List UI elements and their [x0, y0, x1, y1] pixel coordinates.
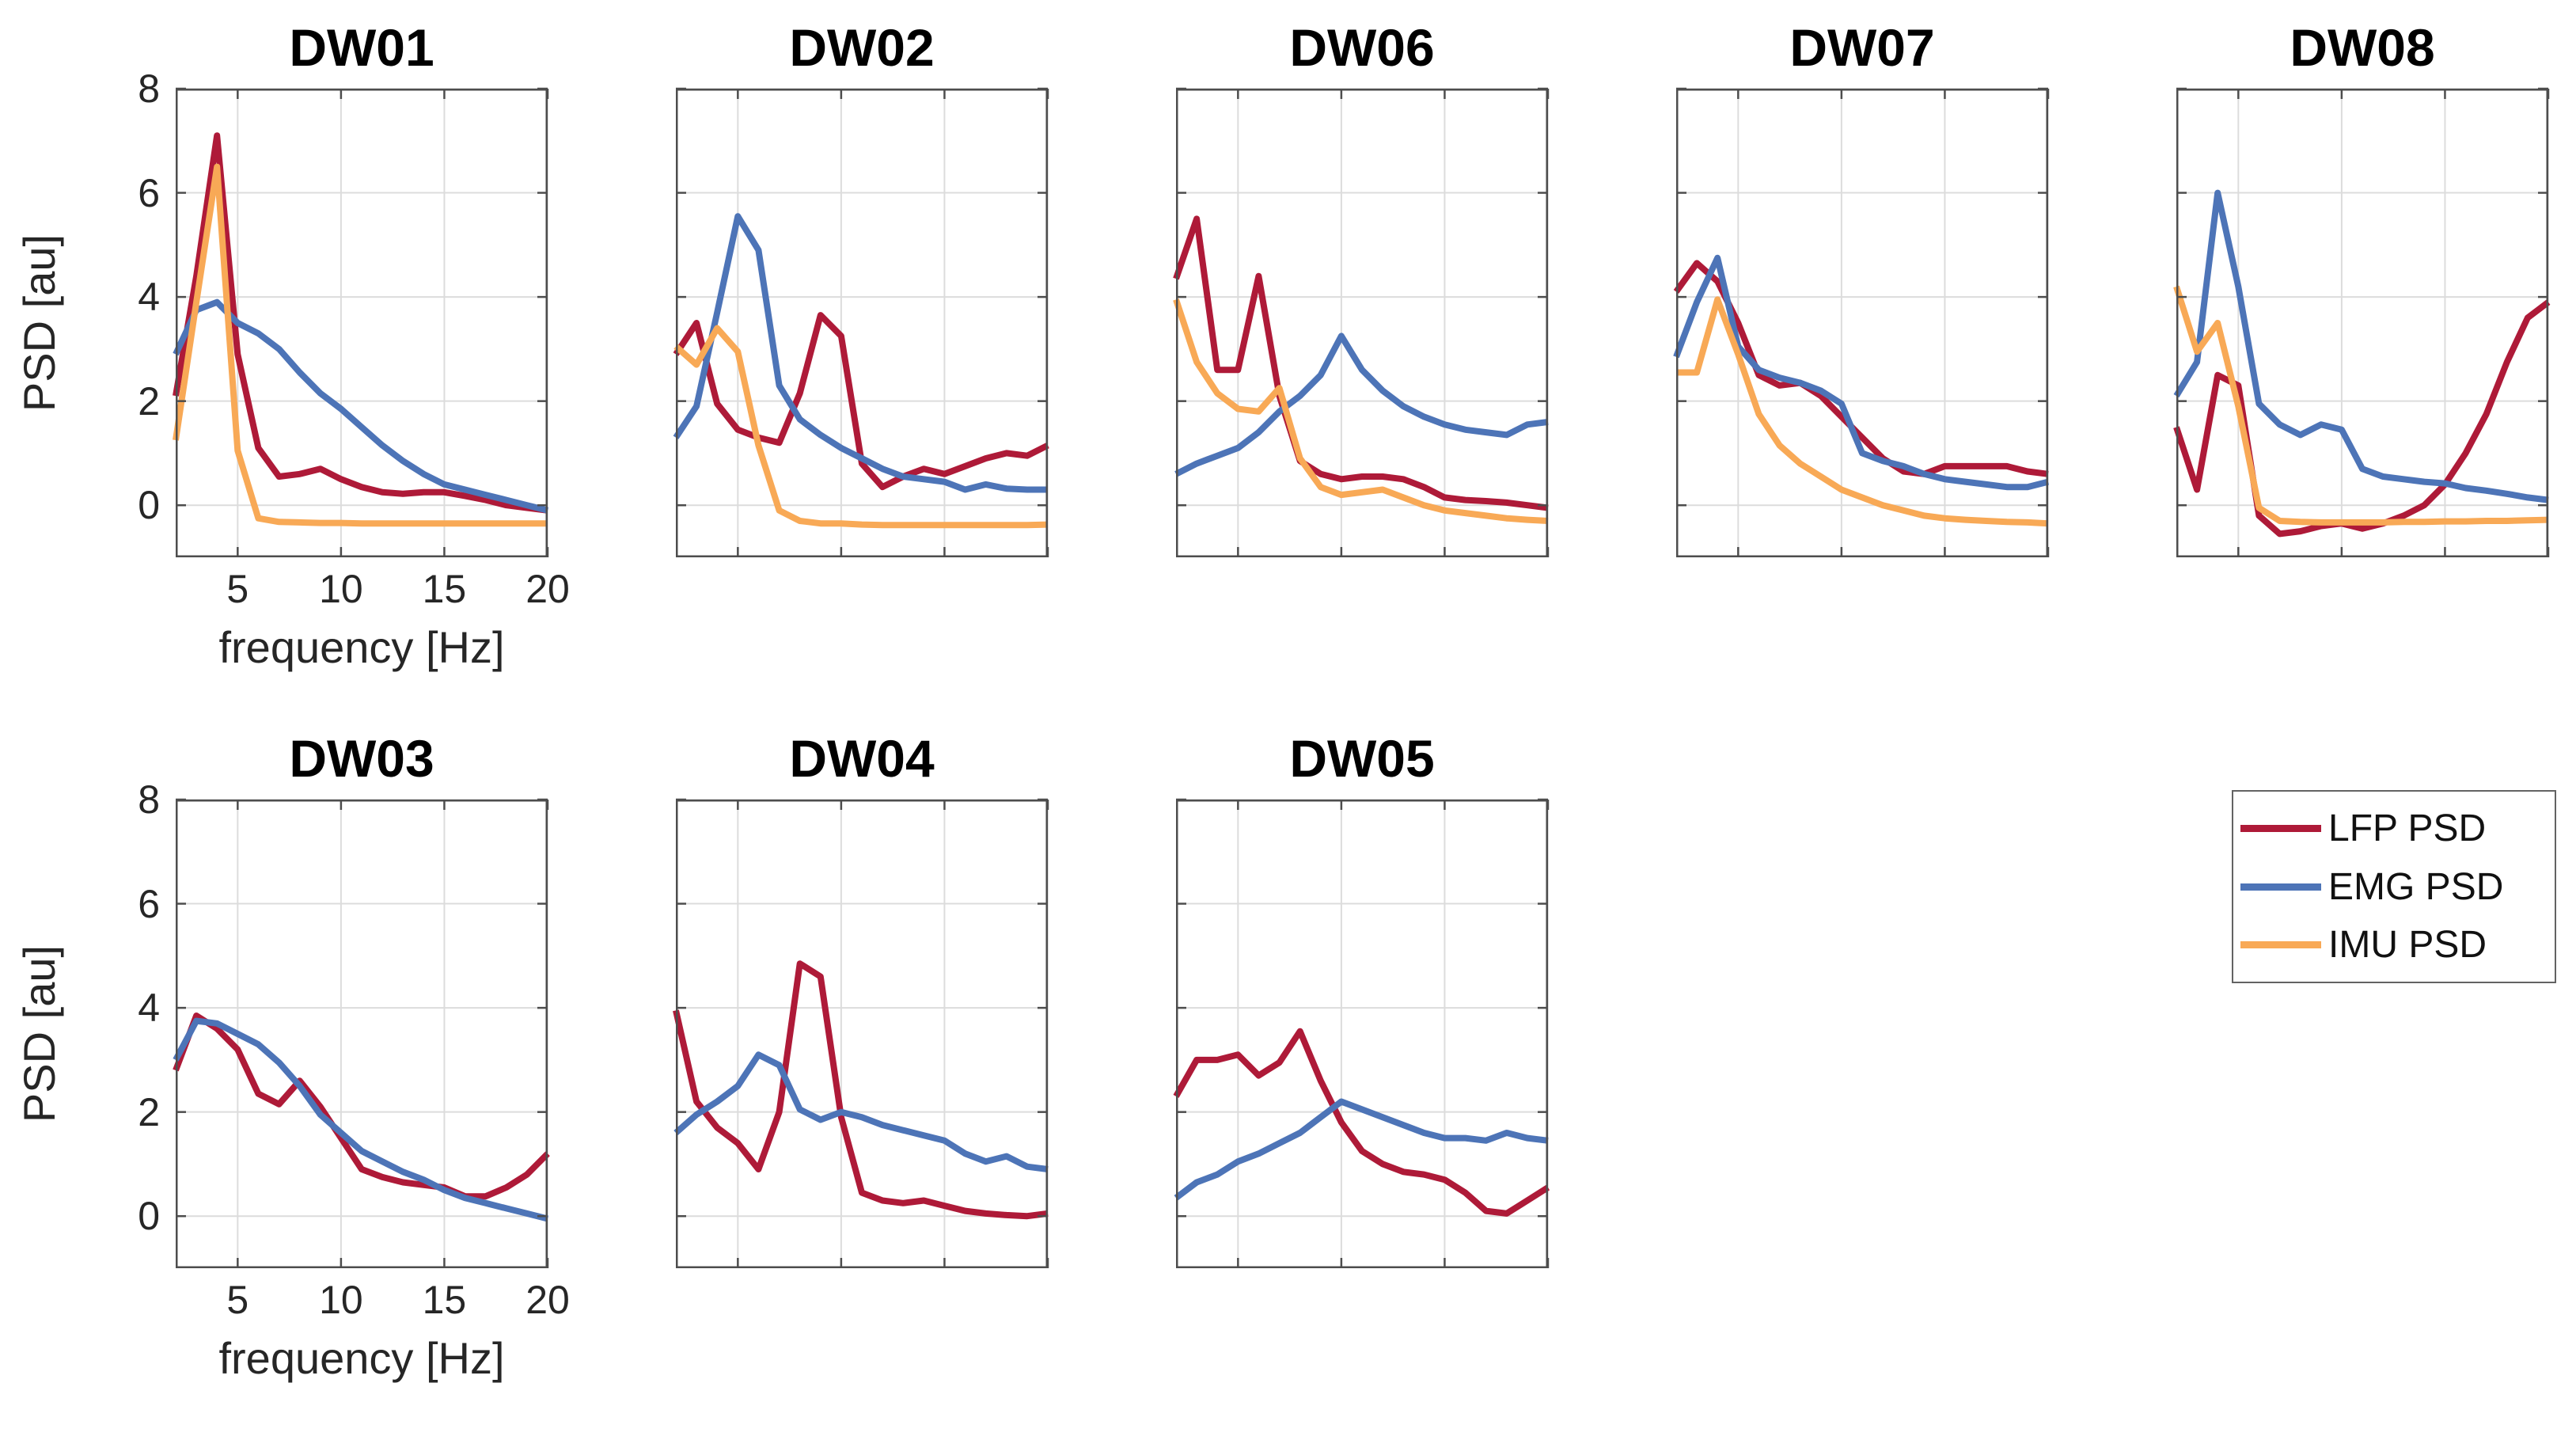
y-tick-label: 4 — [138, 275, 160, 320]
panel-title: DW08 — [2290, 18, 2435, 77]
x-tick-label: 10 — [319, 1278, 363, 1322]
x-tick-label: 5 — [226, 1278, 249, 1322]
legend-label-lfp: LFP PSD — [2328, 807, 2487, 849]
panel-title: DW06 — [1289, 18, 1435, 77]
panel-dw05: DW05 — [1173, 729, 1550, 1268]
y-tick-label: 6 — [138, 170, 160, 215]
plot-area-dw08 — [2173, 87, 2551, 557]
lfp-psd-line — [2173, 299, 2551, 538]
axis-box — [676, 800, 1048, 1268]
y-tick-label: 0 — [138, 1194, 160, 1239]
axis-box — [176, 89, 548, 557]
panel-dw04: DW04 — [673, 729, 1049, 1268]
plot-area-dw06 — [1173, 87, 1550, 557]
panel-dw08: DW08 — [2173, 18, 2551, 557]
x-axis-label: frequency [Hz] — [218, 1333, 505, 1383]
y-tick-label: 0 — [138, 483, 160, 528]
panel-dw03: DW03 0 2 4 6 8 5 10 15 20 frequency [Hz] PSD [au] — [14, 729, 570, 1382]
plot-area-dw04 — [673, 798, 1049, 1268]
axis-box — [1676, 89, 2048, 557]
plot-area-dw03 — [173, 798, 550, 1268]
y-tick-label: 2 — [138, 378, 160, 424]
lfp-psd-line — [673, 312, 1049, 491]
x-tick-label: 20 — [525, 1278, 570, 1322]
panel-dw01: DW01 0 2 4 6 8 5 10 15 20 frequency [Hz] PSD [au] — [14, 18, 570, 671]
emg-psd-line — [2173, 189, 2549, 503]
panel-title: DW03 — [289, 729, 434, 788]
panel-dw07: DW07 — [1673, 18, 2050, 557]
y-tick-label: 8 — [138, 66, 160, 111]
panel-title: DW05 — [1289, 729, 1435, 788]
axis-box — [176, 800, 548, 1268]
emg-psd-line — [673, 213, 1048, 493]
axis-box — [676, 89, 1048, 557]
legend-item-imu: IMU PSD — [2233, 923, 2555, 967]
x-tick-label: 20 — [525, 567, 570, 611]
legend-box: LFP PSD EMG PSD IMU PSD — [2232, 790, 2556, 983]
panel-title: DW02 — [789, 18, 935, 77]
plot-area-dw01 — [173, 87, 549, 557]
axis-box — [2176, 89, 2548, 557]
imu-psd-line — [2173, 285, 2549, 526]
imu-psd-line — [673, 325, 1049, 529]
lfp-psd-line — [1173, 1028, 1550, 1217]
lfp-psd-line — [1673, 260, 2049, 477]
legend-label-imu: IMU PSD — [2328, 924, 2487, 967]
emg-psd-line — [1174, 332, 1549, 477]
y-tick-label: 6 — [138, 881, 160, 926]
lfp-psd-line — [173, 132, 548, 514]
panel-dw02: DW02 — [673, 18, 1049, 557]
legend-item-lfp: LFP PSD — [2233, 807, 2555, 850]
lfp-psd-line — [1173, 215, 1549, 511]
emg-psd-line — [1174, 1098, 1549, 1201]
lfp-psd-line — [173, 1013, 550, 1200]
legend-label-emg: EMG PSD — [2328, 865, 2504, 908]
lfp-psd-line — [673, 960, 1049, 1220]
emg-psd-line — [1673, 254, 2049, 491]
y-tick-label: 8 — [138, 777, 160, 822]
lfp-psd-line-sample — [2240, 824, 2321, 832]
panel-dw06: DW06 — [1173, 18, 1550, 557]
y-axis-label: PSD [au] — [14, 944, 64, 1123]
y-axis-label: PSD [au] — [14, 234, 64, 412]
imu-psd-line — [1676, 296, 2049, 527]
panel-title: DW07 — [1789, 18, 1935, 77]
legend-item-emg: EMG PSD — [2233, 865, 2555, 909]
x-tick-label: 5 — [226, 567, 249, 611]
emg-psd-line — [173, 1017, 548, 1222]
x-axis-label: frequency [Hz] — [218, 622, 505, 672]
imu-psd-line — [1173, 298, 1549, 524]
x-tick-label: 15 — [422, 567, 467, 611]
plot-area-dw02 — [673, 87, 1049, 557]
axis-box — [1176, 89, 1548, 557]
x-tick-label: 10 — [319, 567, 363, 611]
plot-area-dw07 — [1673, 87, 2050, 557]
plot-area-dw05 — [1173, 798, 1550, 1268]
emg-psd-line-sample — [2240, 883, 2321, 891]
y-tick-label: 2 — [138, 1089, 160, 1134]
panel-title: DW04 — [789, 729, 935, 788]
y-tick-label: 4 — [138, 986, 160, 1031]
imu-psd-line-sample — [2240, 941, 2321, 949]
emg-psd-line — [173, 298, 548, 514]
x-tick-label: 15 — [422, 1278, 467, 1322]
panel-title: DW01 — [289, 18, 434, 77]
axis-box — [1176, 800, 1548, 1268]
emg-psd-line — [673, 1051, 1049, 1172]
imu-psd-line — [173, 163, 548, 527]
